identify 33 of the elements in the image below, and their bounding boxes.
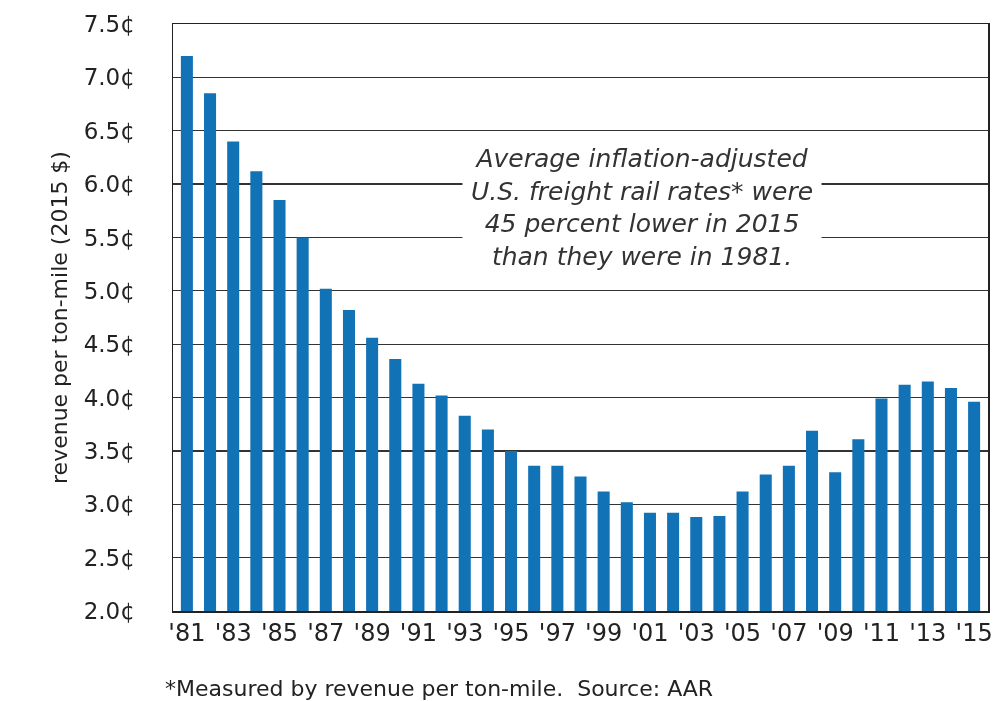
y-tick-label: 3.5¢ — [83, 437, 135, 464]
y-axis-title: revenue per ton-mile (2015 $) — [46, 151, 72, 484]
y-tick-label: 6.5¢ — [83, 117, 135, 144]
y-tick-label: 2.5¢ — [83, 544, 135, 571]
x-tick-label: '05 — [724, 619, 762, 648]
x-tick-label: '81 — [168, 619, 206, 648]
x-tick-label: '91 — [399, 619, 437, 648]
x-tick-label: '13 — [909, 619, 947, 648]
x-tick-label: '97 — [538, 619, 576, 648]
x-tick-label: '99 — [585, 619, 623, 648]
y-tick-label: 4.5¢ — [83, 331, 135, 358]
text: *Measured by revenue per ton-mile. Source: AAR — [165, 676, 714, 701]
x-tick-label: '95 — [492, 619, 530, 648]
x-tick-label: '09 — [816, 619, 854, 648]
y-tick-label: 6.0¢ — [83, 171, 135, 198]
x-tick-label: '87 — [307, 619, 345, 648]
y-tick-label: 5.0¢ — [83, 277, 135, 304]
x-tick-label: '03 — [677, 619, 715, 648]
x-tick-label: '85 — [260, 619, 299, 648]
x-tick-label: '07 — [770, 619, 808, 648]
x-tick-label: '15 — [955, 619, 993, 648]
y-tick-label: 7.0¢ — [83, 64, 135, 91]
y-tick-label: 7.5¢ — [83, 11, 135, 38]
x-tick-label: '93 — [446, 619, 484, 648]
x-tick-label: '89 — [353, 619, 391, 648]
x-tick-label: '11 — [862, 619, 901, 648]
annotation: Average inflation-adjusted U.S. freight rail rates* were 45 percent lower in 2015 than they were in 1981. — [471, 144, 814, 271]
x-tick-label: '83 — [214, 619, 252, 648]
y-tick-label: 2.0¢ — [83, 598, 135, 625]
y-tick-label: 5.5¢ — [83, 224, 135, 251]
y-tick-label: 4.0¢ — [83, 384, 135, 411]
y-tick-label: 3.0¢ — [83, 491, 135, 518]
x-tick-label: '01 — [631, 619, 669, 648]
